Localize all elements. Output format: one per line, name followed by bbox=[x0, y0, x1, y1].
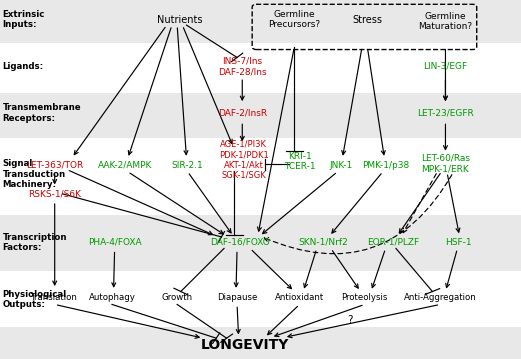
Text: LET-363/TOR: LET-363/TOR bbox=[26, 160, 83, 170]
Text: Proteolysis: Proteolysis bbox=[341, 293, 388, 303]
Text: INS-7/Ins
DAF-28/Ins: INS-7/Ins DAF-28/Ins bbox=[218, 57, 267, 76]
Text: Germline
Precursors?: Germline Precursors? bbox=[268, 10, 320, 29]
Text: EOR-1/PLZF: EOR-1/PLZF bbox=[367, 238, 419, 247]
Bar bbox=[0, 271, 521, 327]
Text: AAK-2/AMPK: AAK-2/AMPK bbox=[98, 160, 152, 170]
Text: Physiological
Outputs:: Physiological Outputs: bbox=[3, 290, 67, 309]
Text: Diapause: Diapause bbox=[217, 293, 257, 303]
Text: ?: ? bbox=[348, 314, 353, 325]
Bar bbox=[0, 327, 521, 359]
Text: DAF-2/InsR: DAF-2/InsR bbox=[218, 108, 267, 118]
Text: LONGEVITY: LONGEVITY bbox=[201, 339, 289, 352]
Text: Autophagy: Autophagy bbox=[89, 293, 135, 303]
Text: Anti-Aggregation: Anti-Aggregation bbox=[404, 293, 477, 303]
Text: LET-60/Ras
MPK-1/ERK: LET-60/Ras MPK-1/ERK bbox=[421, 154, 470, 173]
Text: Extrinsic
Inputs:: Extrinsic Inputs: bbox=[3, 10, 45, 29]
Text: LET-23/EGFR: LET-23/EGFR bbox=[417, 108, 474, 118]
Text: JNK-1: JNK-1 bbox=[330, 160, 353, 170]
Text: Signal
Transduction
Machinery:: Signal Transduction Machinery: bbox=[3, 159, 66, 189]
Bar bbox=[0, 215, 521, 271]
FancyArrowPatch shape bbox=[264, 175, 452, 254]
Text: Transmembrane
Receptors:: Transmembrane Receptors: bbox=[3, 103, 81, 123]
Text: Translation: Translation bbox=[31, 293, 78, 303]
Text: DAF-16/FOXO: DAF-16/FOXO bbox=[210, 238, 269, 247]
Bar bbox=[0, 43, 521, 93]
Text: Transcription
Factors:: Transcription Factors: bbox=[3, 233, 67, 252]
Bar bbox=[0, 93, 521, 138]
Text: Germline
Maturation?: Germline Maturation? bbox=[418, 12, 473, 31]
Text: SKN-1/Nrf2: SKN-1/Nrf2 bbox=[298, 238, 348, 247]
Text: Stress: Stress bbox=[352, 15, 382, 25]
Text: LIN-3/EGF: LIN-3/EGF bbox=[424, 62, 467, 71]
Bar bbox=[0, 0, 521, 43]
Text: Ligands:: Ligands: bbox=[3, 62, 44, 71]
Text: Nutrients: Nutrients bbox=[157, 15, 203, 25]
Text: Antioxidant: Antioxidant bbox=[275, 293, 324, 303]
Text: RSKS-1/S6K: RSKS-1/S6K bbox=[28, 189, 81, 199]
Text: SIR-2.1: SIR-2.1 bbox=[172, 160, 203, 170]
Bar bbox=[0, 138, 521, 215]
Text: HSF-1: HSF-1 bbox=[445, 238, 472, 247]
Text: PHA-4/FOXA: PHA-4/FOXA bbox=[88, 238, 141, 247]
Text: Growth: Growth bbox=[162, 293, 193, 303]
Text: AGE-1/PI3K
PDK-1/PDK1
AKT-1/Akt
SGK-1/SGK: AGE-1/PI3K PDK-1/PDK1 AKT-1/Akt SGK-1/SG… bbox=[219, 140, 269, 180]
Text: KRI-1
TCER-1: KRI-1 TCER-1 bbox=[284, 152, 315, 171]
Text: PMK-1/p38: PMK-1/p38 bbox=[362, 160, 409, 170]
